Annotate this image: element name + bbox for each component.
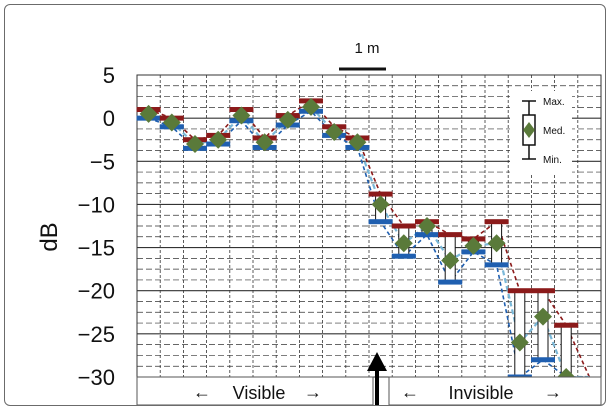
median-marker (464, 236, 483, 255)
y-tick-labels: 5 0 −5 −10 −15 −20 −25 −30 (78, 63, 115, 390)
median-marker (441, 251, 460, 270)
median-marker (209, 130, 228, 149)
median-marker (418, 217, 436, 235)
region-visible-left-arrow: ← (193, 382, 211, 402)
y-tick-label: 0 (103, 106, 115, 131)
median-marker (325, 122, 344, 141)
max-marker (484, 219, 509, 225)
median-marker (302, 97, 320, 116)
median-marker (371, 195, 390, 214)
max-marker (554, 322, 579, 328)
legend: Max. Med. Min. (510, 91, 572, 173)
region-visible-right-arrow: → (304, 382, 322, 402)
region-invisible-left-arrow: ← (401, 382, 419, 402)
median-marker (534, 307, 552, 326)
median-marker (487, 234, 506, 253)
median-marker (232, 106, 251, 125)
median-marker (278, 110, 297, 129)
legend-median-marker (523, 122, 535, 138)
median-marker (510, 333, 529, 352)
scale-bar-label: 1 m (354, 40, 379, 57)
boundary-arrow-head (367, 352, 387, 371)
legend-label-min: Min. (543, 155, 562, 166)
y-tick-label: −25 (78, 322, 115, 347)
legend-box (510, 91, 572, 173)
median-marker (162, 113, 181, 132)
region-invisible-right-arrow: → (544, 382, 562, 402)
min-marker (368, 219, 393, 225)
max-marker (391, 223, 416, 229)
y-axis-label: dB (36, 222, 63, 251)
y-tick-label: −30 (78, 365, 115, 390)
median-marker (348, 133, 367, 152)
region-invisible-box (388, 376, 602, 405)
chart: 5 0 −5 −10 −15 −20 −25 −30 dB 1 m Max. Med. Min… (36, 40, 602, 405)
y-tick-label: −5 (90, 149, 115, 174)
median-marker (255, 133, 274, 152)
region-invisible-label: Invisible (448, 383, 513, 403)
median-marker (394, 234, 413, 253)
y-tick-label: 5 (103, 63, 115, 88)
y-tick-label: −10 (78, 192, 115, 217)
legend-label-med: Med. (543, 126, 565, 137)
y-tick-label: −15 (78, 236, 115, 261)
legend-label-max: Max. (543, 97, 565, 108)
max-marker (438, 232, 463, 238)
min-marker (391, 253, 416, 259)
min-marker (438, 279, 463, 285)
min-marker (531, 357, 555, 363)
region-visible-box (136, 376, 374, 405)
region-annotations: ← Visible → ← Invisible → (136, 352, 602, 405)
series-line-max (148, 99, 591, 378)
series (136, 97, 595, 386)
y-tick-label: −20 (78, 279, 115, 304)
min-marker (484, 262, 509, 268)
max-marker (531, 288, 555, 294)
chart-frame: 5 0 −5 −10 −15 −20 −25 −30 dB 1 m Max. Med. Min… (4, 4, 606, 406)
median-marker (139, 104, 158, 123)
max-marker (368, 191, 393, 197)
scale-bar: 1 m (339, 40, 386, 71)
median-marker (186, 135, 204, 154)
max-marker (507, 288, 532, 294)
region-visible-label: Visible (233, 383, 286, 403)
